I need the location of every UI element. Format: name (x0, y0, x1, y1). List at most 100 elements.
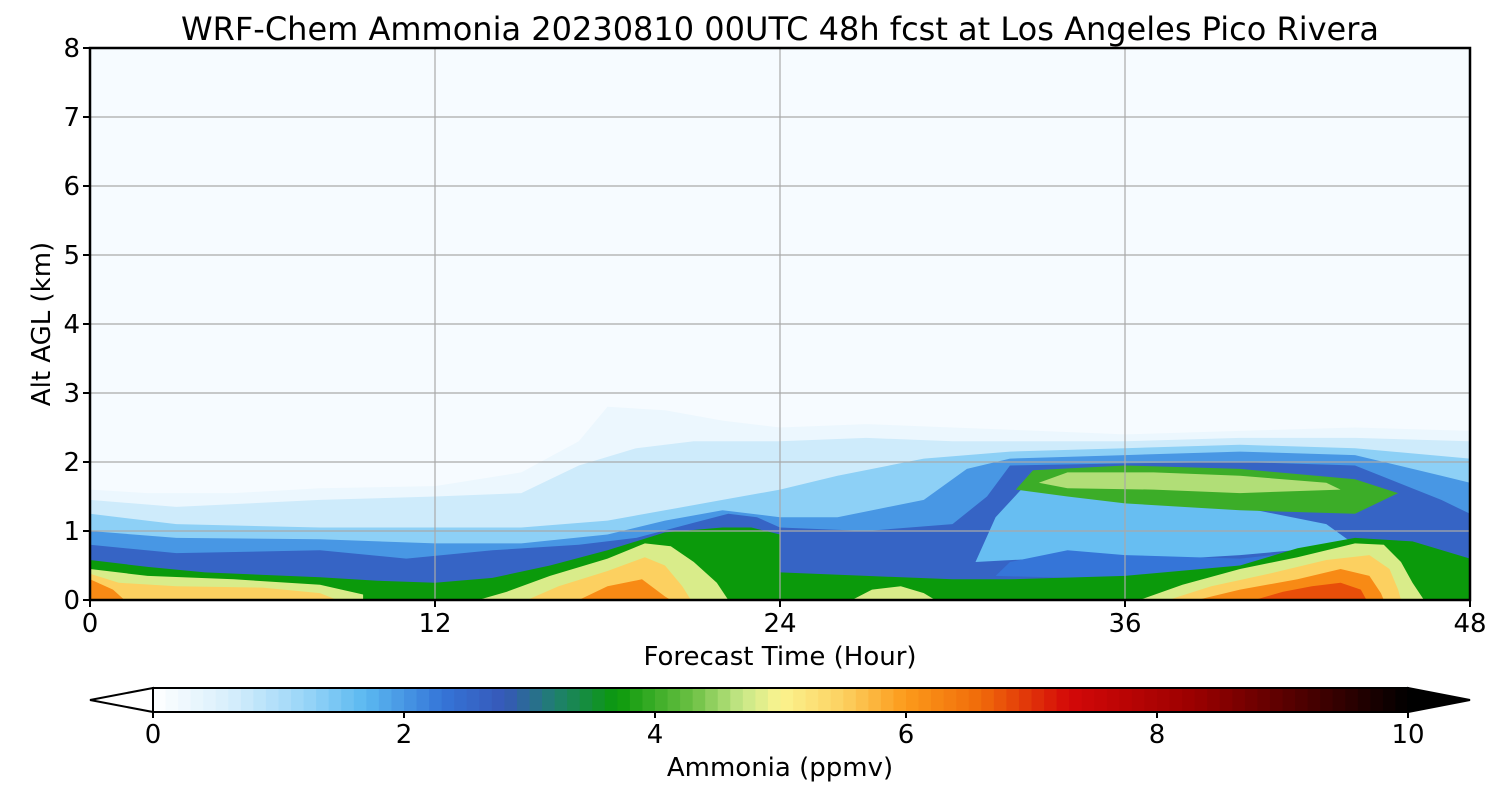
colorbar-segment-9 (265, 688, 280, 712)
colorbar-segment-23 (441, 688, 455, 712)
x-tick-label-1: 12 (418, 609, 451, 639)
colorbar-segment-39 (642, 688, 656, 712)
colorbar-segment-54 (830, 688, 844, 712)
colorbar-segment-3 (190, 688, 204, 712)
colorbar-segment-50 (780, 688, 794, 712)
colorbar-segment-90 (1282, 688, 1296, 712)
colorbar-segment-13 (316, 688, 330, 712)
colorbar-segment-6 (228, 688, 242, 712)
colorbar-label: Ammonia (ppmv) (667, 753, 893, 783)
colorbar-segment-63 (943, 688, 957, 712)
colorbar-segment-43 (692, 688, 706, 712)
colorbar-segment-8 (253, 688, 267, 712)
ammonia-layer-13 (851, 586, 936, 600)
colorbar-segment-86 (1232, 688, 1246, 712)
colorbar-tick-label-3: 6 (898, 720, 915, 750)
x-axis-ticks: 0 12 24 36 48 (82, 600, 1487, 639)
colorbar-segment-57 (868, 688, 882, 712)
colorbar-segment-19 (391, 688, 405, 712)
ammonia-layer-18 (578, 579, 671, 600)
colorbar-segment-85 (1219, 688, 1233, 712)
colorbar-segment-94 (1332, 688, 1346, 712)
colorbar-segment-32 (554, 688, 568, 712)
colorbar-extend-max (1407, 686, 1471, 714)
ammonia-layer-14 (90, 573, 338, 600)
y-tick-label-1: 1 (63, 517, 80, 547)
colorbar-segment-88 (1257, 688, 1271, 712)
colorbar-segment-99 (1395, 688, 1409, 712)
colorbar-segment-1 (165, 688, 179, 712)
colorbar-segment-45 (717, 688, 731, 712)
colorbar-segment-74 (1081, 688, 1095, 712)
colorbar-segment-42 (680, 688, 694, 712)
colorbar-segment-16 (353, 688, 367, 712)
colorbar-segment-98 (1382, 688, 1397, 712)
colorbar-segment-76 (1106, 688, 1120, 712)
colorbar-segment-14 (328, 688, 342, 712)
colorbar-segment-93 (1320, 688, 1334, 712)
colorbar-segment-72 (1056, 688, 1070, 712)
colorbar-segment-47 (742, 688, 756, 712)
colorbar-segment-64 (956, 688, 970, 712)
colorbar-segment-46 (730, 688, 744, 712)
y-tick-label-4: 4 (63, 310, 80, 340)
colorbar-segment-66 (981, 688, 995, 712)
colorbar-segment-29 (516, 688, 531, 712)
colorbar-extend-min (89, 686, 154, 714)
chart-title: WRF-Chem Ammonia 20230810 00UTC 48h fcst… (181, 10, 1379, 48)
x-axis-label: Forecast Time (Hour) (643, 642, 916, 672)
colorbar-frame (152, 687, 1409, 713)
colorbar-segment-0 (153, 688, 167, 712)
colorbar-segment-37 (617, 688, 631, 712)
colorbar-segment-53 (818, 688, 832, 712)
colorbar-segment-4 (203, 688, 217, 712)
colorbar-segment-25 (466, 688, 480, 712)
colorbar-segment-81 (1169, 688, 1183, 712)
colorbar (89, 686, 1471, 714)
x-tick-label-4: 48 (1453, 609, 1486, 639)
colorbar-segment-84 (1207, 688, 1221, 712)
y-tick-label-7: 7 (63, 103, 80, 133)
colorbar-segment-89 (1269, 688, 1284, 712)
colorbar-segment-31 (542, 688, 556, 712)
colorbar-segment-78 (1131, 688, 1146, 712)
y-tick-label-0: 0 (63, 586, 80, 616)
colorbar-segment-51 (793, 688, 807, 712)
x-tick-label-3: 36 (1108, 609, 1141, 639)
colorbar-segment-36 (604, 688, 618, 712)
colorbar-segment-92 (1307, 688, 1321, 712)
y-axis-ticks: 0 1 2 3 4 5 6 7 8 (63, 34, 90, 616)
x-tick-label-2: 24 (763, 609, 796, 639)
y-tick-label-8: 8 (63, 34, 80, 64)
colorbar-segment-73 (1069, 688, 1083, 712)
colorbar-segment-22 (429, 688, 443, 712)
colorbar-segment-60 (906, 688, 920, 712)
colorbar-segment-26 (479, 688, 493, 712)
colorbar-segment-69 (1018, 688, 1033, 712)
colorbar-segment-91 (1295, 688, 1309, 712)
colorbar-segment-68 (1006, 688, 1020, 712)
colorbar-segment-52 (805, 688, 819, 712)
colorbar-segment-38 (629, 688, 644, 712)
colorbar-segment-61 (918, 688, 932, 712)
colorbar-ticks: 0 2 4 6 8 10 (145, 712, 1425, 750)
colorbar-tick-label-1: 2 (396, 720, 413, 750)
colorbar-segment-2 (178, 688, 192, 712)
colorbar-segment-59 (893, 688, 907, 712)
colorbar-tick-label-5: 10 (1391, 720, 1424, 750)
colorbar-segment-12 (303, 688, 317, 712)
y-tick-label-3: 3 (63, 379, 80, 409)
colorbar-segment-79 (1144, 688, 1158, 712)
colorbar-segment-28 (504, 688, 518, 712)
colorbar-segment-58 (880, 688, 895, 712)
colorbar-segment-82 (1182, 688, 1196, 712)
colorbar-segment-17 (366, 688, 380, 712)
colorbar-tick-label-0: 0 (145, 720, 162, 750)
colorbar-segment-7 (240, 688, 254, 712)
colorbar-segment-21 (416, 688, 430, 712)
y-tick-label-6: 6 (63, 172, 80, 202)
colorbar-segment-77 (1119, 688, 1133, 712)
colorbar-segment-87 (1244, 688, 1258, 712)
colorbar-segment-33 (567, 688, 581, 712)
